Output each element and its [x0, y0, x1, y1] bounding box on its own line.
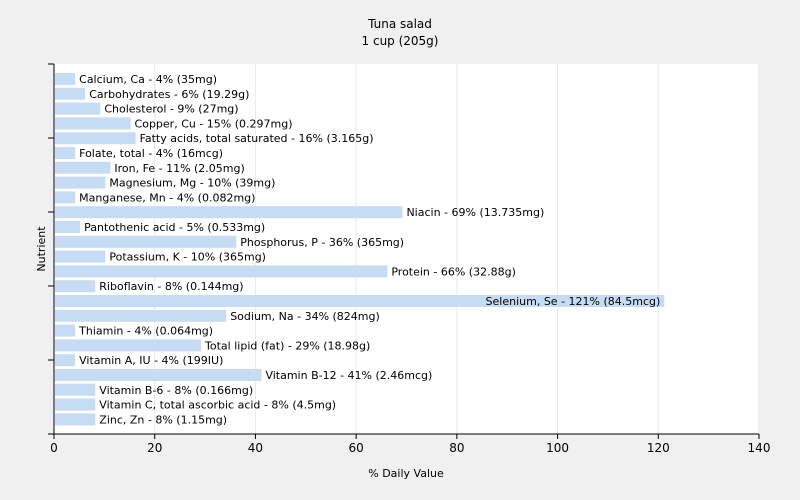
bar-label: Protein - 66% (32.88g): [391, 265, 516, 278]
bar: [55, 176, 106, 189]
bars: Calcium, Ca - 4% (35mg) Carbohydrates - 6…: [55, 73, 665, 426]
bar: [55, 235, 237, 248]
x-tick-label: 20: [147, 441, 162, 455]
bar: [55, 280, 96, 293]
bar-label: Niacin - 69% (13.735mg): [406, 206, 544, 219]
bar-label: Manganese, Mn - 4% (0.082mg): [79, 191, 255, 204]
chart-subtitle: 1 cup (205g): [362, 34, 439, 48]
bar-label: Potassium, K - 10% (365mg): [109, 251, 266, 264]
bar-label: Riboflavin - 8% (0.144mg): [99, 280, 243, 293]
bar-label: Iron, Fe - 11% (2.05mg): [114, 162, 244, 175]
bar: [55, 383, 96, 396]
chart-title: Tuna salad: [367, 17, 432, 31]
bar: [55, 117, 131, 130]
bar: [55, 369, 262, 381]
bar-label: Vitamin C, total ascorbic acid - 8% (4.5…: [99, 399, 336, 412]
x-tick-label: 60: [349, 441, 364, 455]
bar-label: Vitamin B-12 - 41% (2.46mcg): [265, 369, 432, 382]
bar: [55, 147, 76, 159]
bar-label: Fatty acids, total saturated - 16% (3.16…: [140, 132, 374, 145]
x-tick-label: 40: [248, 441, 263, 455]
x-axis-label: % Daily Value: [368, 467, 444, 480]
grid-lines: [154, 64, 760, 434]
bar-label: Carbohydrates - 6% (19.29g): [89, 88, 249, 101]
bar: [55, 339, 202, 352]
bar-label: Copper, Cu - 15% (0.297mg): [135, 117, 293, 130]
bar: [55, 250, 106, 263]
bar: [55, 324, 76, 337]
bar: [55, 102, 101, 115]
bar-label: Cholesterol - 9% (27mg): [104, 103, 238, 116]
bar: [55, 191, 76, 204]
x-tick-label: 140: [748, 441, 771, 455]
bar-label: Zinc, Zn - 8% (1.15mg): [99, 413, 227, 426]
bar: [55, 413, 96, 426]
bar: [55, 132, 136, 145]
x-tick-label: 100: [546, 441, 569, 455]
x-tick-label: 0: [50, 441, 58, 455]
bar: [55, 87, 86, 100]
bar: [55, 73, 76, 85]
axes: 0 20 40 60 80 100 120 140: [48, 63, 771, 455]
bar-label: Total lipid (fat) - 29% (18.98g): [204, 339, 370, 352]
bar-label: Pantothenic acid - 5% (0.533mg): [84, 221, 265, 234]
bar: [55, 206, 403, 219]
bar-label: Calcium, Ca - 4% (35mg): [79, 73, 217, 86]
bar-label: Sodium, Na - 34% (824mg): [230, 310, 380, 323]
bar: [55, 221, 81, 233]
bar: [55, 354, 76, 367]
x-tick-label: 120: [647, 441, 670, 455]
x-tick-label: 80: [449, 441, 464, 455]
bar-label: Thiamin - 4% (0.064mg): [78, 325, 213, 338]
bar: [55, 295, 665, 307]
bar-label: Phosphorus, P - 36% (365mg): [240, 236, 404, 249]
bar-label: Folate, total - 4% (16mcg): [79, 147, 223, 160]
bar: [55, 398, 96, 411]
bar-label: Vitamin A, IU - 4% (199IU): [79, 354, 223, 367]
bar-label: Vitamin B-6 - 8% (0.166mg): [99, 384, 253, 397]
bar-label: Selenium, Se - 121% (84.5mcg): [486, 295, 661, 308]
y-axis-label: Nutrient: [35, 226, 48, 272]
bar: [55, 309, 227, 322]
bar: [55, 161, 111, 174]
bar: [55, 265, 388, 278]
bar-label: Magnesium, Mg - 10% (39mg): [109, 177, 275, 190]
